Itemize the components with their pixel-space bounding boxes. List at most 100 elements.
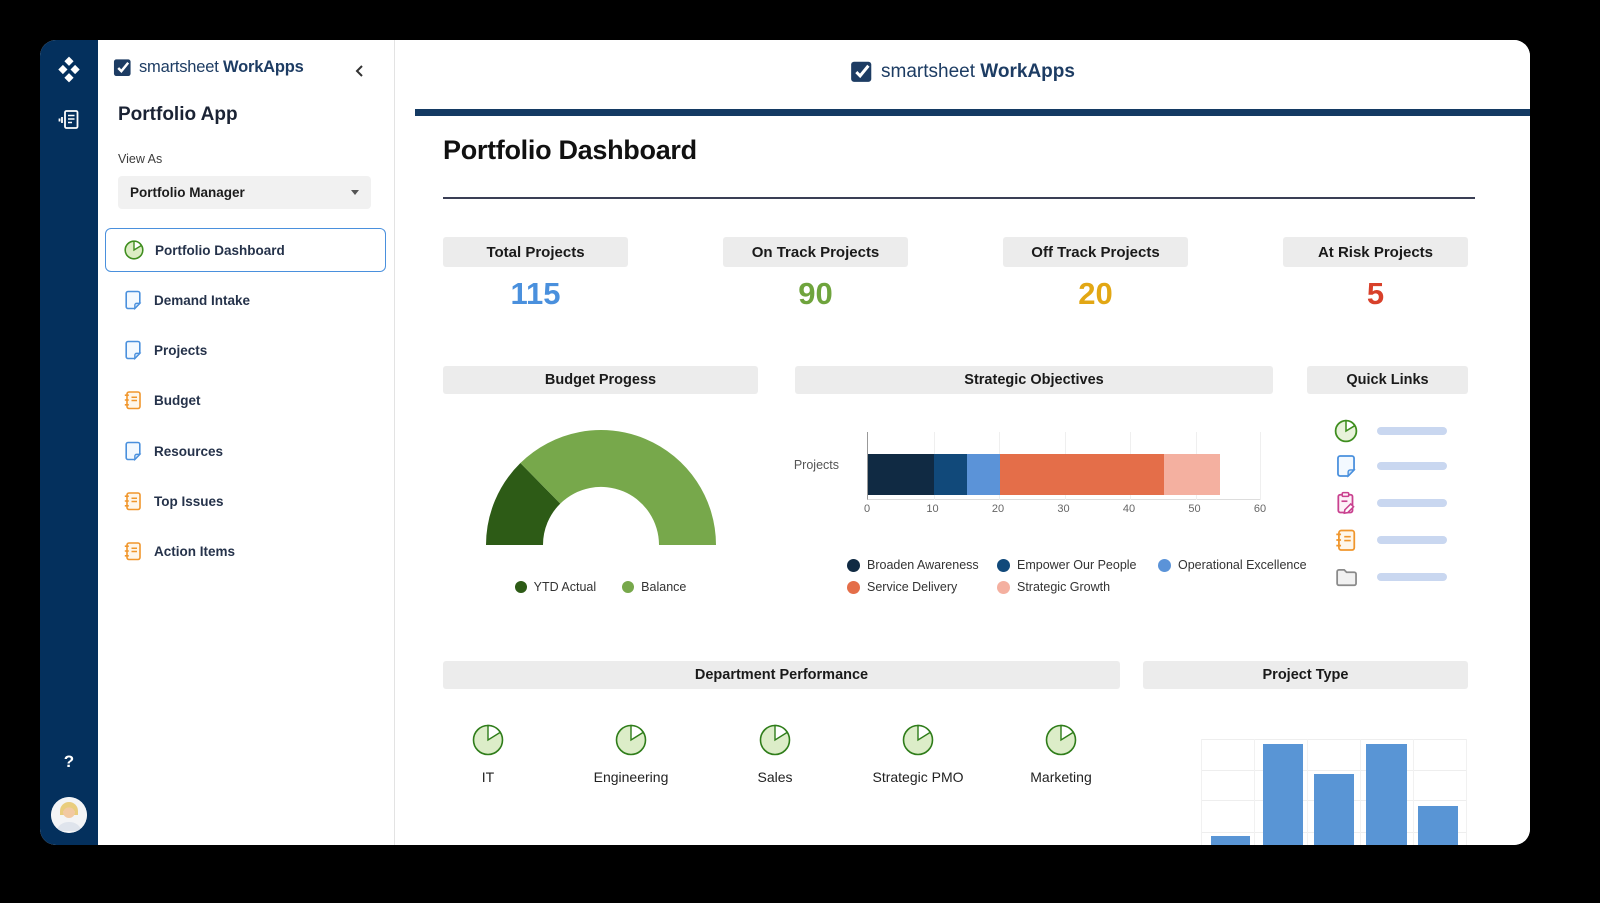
quick-link-item[interactable]	[1333, 418, 1447, 444]
quick-link-placeholder	[1377, 427, 1447, 435]
pie-chart-icon	[1334, 419, 1358, 443]
x-tick: 20	[991, 503, 1005, 515]
user-avatar[interactable]	[51, 797, 87, 833]
legend-item: Empower Our People	[997, 558, 1137, 572]
chevron-down-icon	[351, 190, 359, 195]
bar	[1366, 744, 1407, 845]
notebook-icon	[124, 542, 141, 561]
quick-links-title: Quick Links	[1307, 366, 1468, 394]
quick-link-item[interactable]	[1333, 490, 1447, 516]
legend-item: YTD Actual	[514, 580, 596, 594]
sidebar-item-resources[interactable]: Resources	[105, 429, 386, 473]
title-underline	[443, 197, 1475, 199]
x-tick: 10	[926, 503, 939, 515]
page-title: Portfolio Dashboard	[443, 135, 697, 165]
x-tick: 0	[863, 503, 871, 515]
legend-item: Broaden Awareness	[847, 558, 979, 572]
smartsheet-checkbox-icon	[113, 59, 131, 77]
kpi-label-total-projects: Total Projects	[443, 237, 628, 267]
x-tick: 60	[1253, 503, 1267, 515]
segment-service-delivery	[999, 454, 1164, 495]
bar	[1314, 774, 1354, 845]
x-tick: 40	[1122, 503, 1136, 515]
document-icon	[1337, 455, 1356, 478]
kpi-value-at-risk: 5	[1366, 276, 1385, 311]
quick-link-placeholder	[1377, 499, 1447, 507]
strategic-objectives-title: Strategic Objectives	[795, 366, 1273, 394]
kpi-value-total-projects: 115	[510, 276, 561, 311]
legend-swatch	[622, 581, 635, 593]
budget-gauge-chart	[481, 425, 721, 550]
bar	[1211, 836, 1250, 845]
kpi-label-on-track: On Track Projects	[723, 237, 908, 267]
view-as-dropdown[interactable]: Portfolio Manager	[118, 176, 371, 209]
help-icon[interactable]: ?	[63, 752, 75, 771]
project-type-chart	[1201, 739, 1467, 845]
pie-chart-icon	[124, 240, 144, 260]
header-brand-text: smartsheet WorkApps	[881, 60, 1075, 82]
gauge-segment-ytd-actual	[486, 463, 561, 545]
quick-link-item[interactable]	[1333, 453, 1447, 479]
strategic-row-label: Projects	[793, 458, 839, 472]
department-item-engineering: Engineering	[571, 722, 691, 785]
notebook-icon	[124, 492, 141, 511]
bar	[1418, 806, 1458, 845]
sidebar-item-portfolio-dashboard[interactable]: Portfolio Dashboard	[105, 228, 386, 272]
kpi-value-off-track: 20	[1078, 276, 1113, 311]
department-label: Sales	[757, 769, 793, 785]
kpi-value-on-track: 90	[798, 276, 833, 311]
kpi-label-at-risk: At Risk Projects	[1283, 237, 1468, 267]
header-divider	[415, 109, 1530, 116]
sidebar-item-label: Budget	[154, 392, 201, 408]
department-label: IT	[481, 769, 495, 785]
sidebar-logo: smartsheet WorkApps	[113, 58, 304, 77]
quick-link-item[interactable]	[1333, 564, 1447, 590]
department-label: Engineering	[593, 769, 669, 785]
document-icon	[125, 340, 142, 361]
legend-item: Strategic Growth	[997, 580, 1110, 594]
department-item-sales: Sales	[715, 722, 835, 785]
quick-link-placeholder	[1377, 462, 1447, 470]
department-label: Strategic PMO	[872, 769, 964, 785]
collapse-sidebar-button[interactable]	[353, 64, 371, 82]
clipboard-edit-icon	[1337, 491, 1355, 515]
quick-link-item[interactable]	[1333, 527, 1447, 553]
department-performance-title: Department Performance	[443, 661, 1120, 689]
legend-swatch	[514, 581, 527, 593]
sidebar-brand-text: smartsheet WorkApps	[139, 58, 304, 76]
segment-empower-our-people	[933, 454, 967, 495]
department-label: Marketing	[1030, 769, 1092, 785]
sidebar-item-budget[interactable]: Budget	[105, 378, 386, 422]
notebook-icon	[1336, 529, 1356, 551]
pie-chart-icon	[615, 724, 647, 756]
x-tick: 30	[1057, 503, 1070, 515]
gauge-segment-balance	[520, 430, 716, 545]
project-type-title: Project Type	[1143, 661, 1468, 689]
strategic-objectives-chart	[867, 432, 1261, 500]
pages-icon[interactable]	[56, 107, 82, 138]
segment-strategic-growth	[1163, 454, 1220, 495]
app-window: ? smartsheet WorkApps Portfolio App View…	[40, 40, 1530, 845]
sidebar-item-label: Projects	[154, 342, 208, 358]
folder-icon	[1336, 569, 1357, 587]
legend-item: Operational Excellence	[1158, 558, 1307, 572]
pie-chart-icon	[1045, 724, 1077, 756]
left-rail: ?	[40, 40, 98, 845]
sidebar-item-label: Portfolio Dashboard	[155, 242, 285, 258]
sidebar-item-label: Resources	[154, 443, 224, 459]
department-item-strategic-pmo: Strategic PMO	[858, 722, 978, 785]
smartsheet-checkbox-icon	[851, 61, 872, 82]
stacked-bar	[868, 454, 1220, 495]
budget-progress-title: Budget Progess	[443, 366, 758, 394]
sidebar-item-demand-intake[interactable]: Demand Intake	[105, 278, 386, 322]
sidebar-item-action-items[interactable]: Action Items	[105, 529, 386, 573]
sidebar-item-projects[interactable]: Projects	[105, 328, 386, 372]
budget-legend: YTD Actual Balance	[443, 580, 758, 594]
quick-link-placeholder	[1377, 573, 1447, 581]
sidebar-item-top-issues[interactable]: Top Issues	[105, 479, 386, 523]
workapps-logo-icon[interactable]	[54, 55, 84, 90]
legend-item: Balance	[622, 580, 686, 594]
sidebar: smartsheet WorkApps Portfolio App View A…	[98, 40, 395, 845]
sidebar-item-label: Top Issues	[154, 493, 224, 509]
legend-item: Service Delivery	[847, 580, 957, 594]
